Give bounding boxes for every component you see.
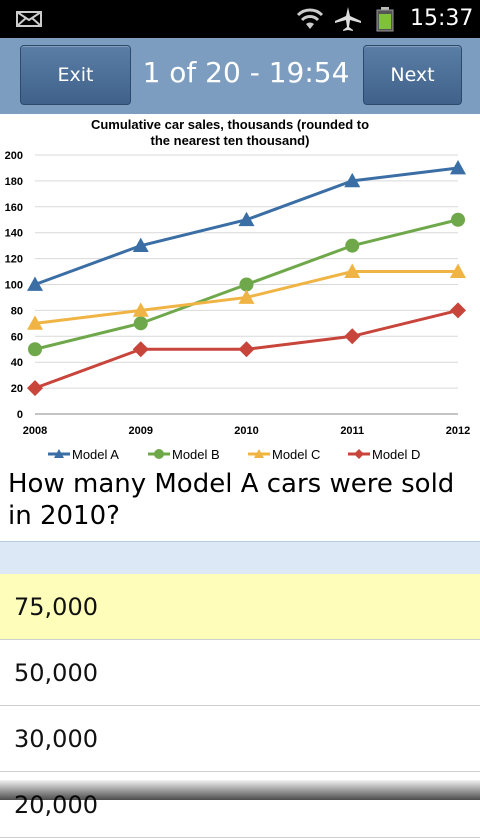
y-tick-label: 0 bbox=[17, 409, 23, 421]
legend-item: Model C bbox=[248, 447, 320, 462]
legend-item: Model A bbox=[48, 447, 119, 462]
data-point bbox=[28, 342, 42, 357]
series-model-d bbox=[27, 302, 466, 397]
mail-icon bbox=[16, 11, 42, 27]
data-point bbox=[132, 302, 149, 317]
y-tick-label: 100 bbox=[5, 280, 23, 292]
y-tick-label: 20 bbox=[11, 383, 23, 395]
status-bar: 15:37 bbox=[0, 0, 480, 38]
y-tick-label: 120 bbox=[5, 254, 23, 266]
answer-option[interactable]: 50,000 bbox=[0, 640, 480, 706]
x-tick-label: 2011 bbox=[340, 425, 364, 437]
data-point bbox=[344, 172, 361, 188]
data-point bbox=[154, 449, 164, 459]
question-progress: 1 of 20 - 19:54 bbox=[142, 56, 350, 89]
x-tick-label: 2010 bbox=[234, 425, 258, 437]
x-tick-label: 2008 bbox=[23, 425, 47, 437]
airplane-icon bbox=[335, 7, 361, 31]
series-model-a bbox=[27, 159, 466, 291]
data-point bbox=[133, 316, 148, 331]
answer-option[interactable]: 30,000 bbox=[0, 706, 480, 772]
answer-option[interactable]: 75,000 bbox=[0, 574, 480, 640]
data-point bbox=[27, 276, 43, 291]
data-point bbox=[451, 212, 465, 227]
wifi-icon bbox=[296, 8, 324, 29]
data-point bbox=[345, 238, 360, 253]
y-tick-label: 200 bbox=[5, 150, 23, 162]
data-point bbox=[450, 302, 466, 319]
y-tick-label: 40 bbox=[11, 357, 23, 369]
exit-button[interactable]: Exit bbox=[20, 45, 131, 105]
data-point bbox=[132, 237, 149, 253]
data-point bbox=[27, 380, 43, 397]
data-point bbox=[54, 449, 64, 458]
chart-title-line-2: the nearest ten thousand) bbox=[151, 133, 310, 148]
data-point bbox=[238, 211, 255, 227]
y-tick-label: 160 bbox=[5, 202, 23, 214]
x-tick-label: 2009 bbox=[129, 425, 153, 437]
legend-item: Model B bbox=[148, 447, 220, 462]
chart: Cumulative car sales, thousands (rounded… bbox=[0, 114, 480, 464]
battery-icon bbox=[376, 7, 394, 32]
y-tick-label: 140 bbox=[5, 228, 23, 240]
legend-label: Model B bbox=[172, 447, 220, 462]
series-line bbox=[34, 166, 459, 286]
y-tick-label: 80 bbox=[11, 305, 23, 317]
status-time: 15:37 bbox=[410, 6, 474, 31]
next-button[interactable]: Next bbox=[363, 45, 462, 105]
line-chart: Cumulative car sales, thousands (rounded… bbox=[5, 117, 471, 462]
x-tick-label: 2012 bbox=[446, 425, 470, 437]
data-point bbox=[239, 277, 254, 292]
data-point bbox=[238, 341, 255, 358]
answers-header-band bbox=[0, 541, 480, 575]
chart-title-line-1: Cumulative car sales, thousands (rounded… bbox=[91, 117, 369, 132]
data-point bbox=[132, 341, 149, 358]
toolbar: Exit 1 of 20 - 19:54 Next bbox=[0, 38, 480, 114]
data-point bbox=[344, 328, 361, 345]
data-point bbox=[450, 263, 466, 278]
data-point bbox=[344, 263, 361, 278]
data-point bbox=[354, 449, 364, 459]
data-point bbox=[254, 449, 264, 458]
series-model-b bbox=[28, 212, 465, 357]
data-point bbox=[238, 289, 255, 304]
data-point bbox=[27, 315, 43, 330]
data-point bbox=[450, 159, 466, 175]
y-tick-label: 60 bbox=[11, 331, 23, 343]
legend-item: Model D bbox=[348, 447, 420, 462]
series-model-c bbox=[27, 263, 466, 330]
question-text: How many Model A cars were sold in 2010? bbox=[8, 469, 455, 531]
bottom-shadow bbox=[0, 780, 480, 800]
legend-label: Model C bbox=[272, 447, 320, 462]
y-tick-label: 180 bbox=[5, 176, 23, 188]
legend-label: Model A bbox=[72, 447, 119, 462]
legend-label: Model D bbox=[372, 447, 420, 462]
